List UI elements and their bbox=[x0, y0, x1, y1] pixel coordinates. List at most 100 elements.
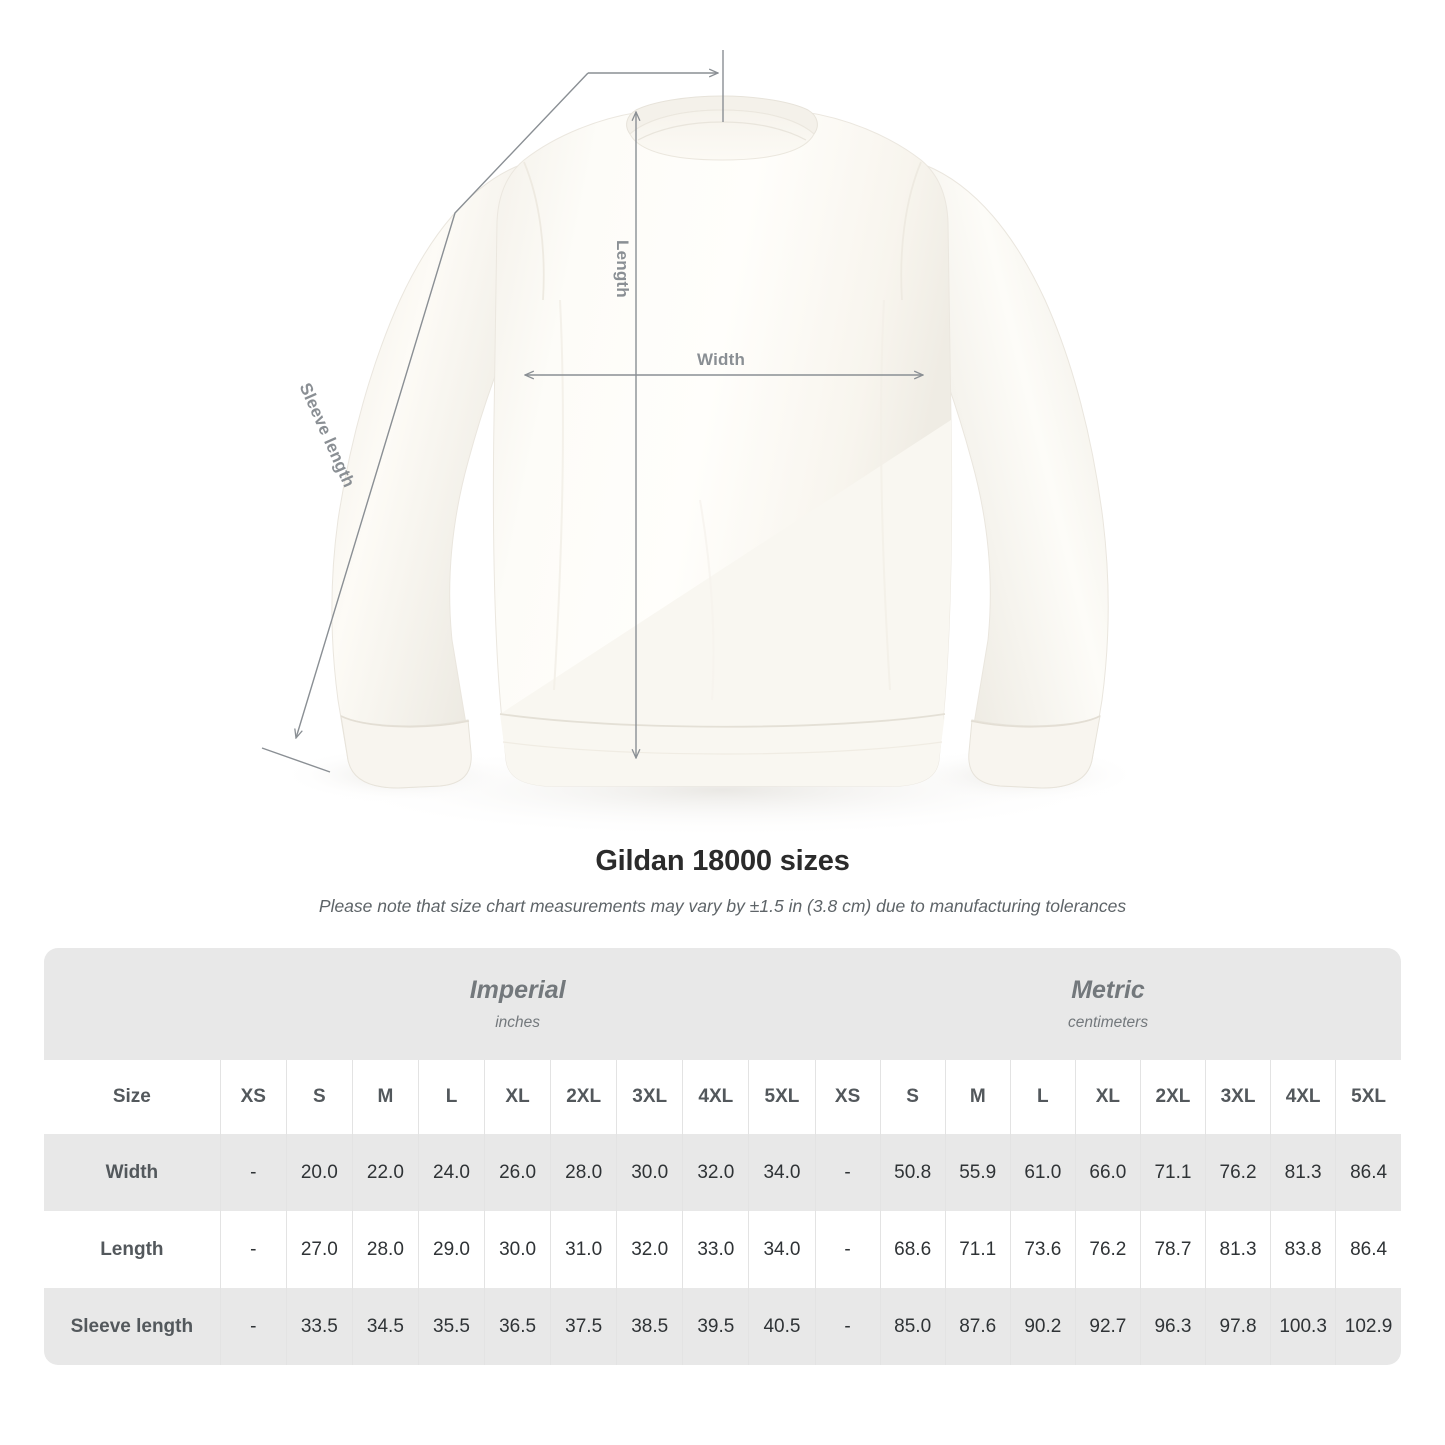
size-col-metric-4xl: 4XL bbox=[1270, 1060, 1337, 1134]
length-imperial-l: 29.0 bbox=[418, 1211, 486, 1288]
row-label-width: Width bbox=[44, 1134, 221, 1211]
metric-system-label: Metric bbox=[1071, 976, 1145, 1005]
length-metric-5xl: 86.4 bbox=[1335, 1211, 1401, 1288]
title-block: Gildan 18000 sizes Please note that size… bbox=[0, 845, 1445, 917]
size-col-metric-5xl: 5XL bbox=[1335, 1060, 1401, 1134]
width-metric-s: 50.8 bbox=[880, 1134, 946, 1211]
length-metric-4xl: 83.8 bbox=[1270, 1211, 1337, 1288]
width-metric-m: 55.9 bbox=[945, 1134, 1011, 1211]
size-col-imperial-m: M bbox=[352, 1060, 419, 1134]
sleeve-imperial-s: 33.5 bbox=[286, 1288, 353, 1365]
sleeve-imperial-3xl: 38.5 bbox=[616, 1288, 684, 1365]
width-metric-xs: - bbox=[815, 1134, 881, 1211]
length-imperial-xs: - bbox=[220, 1211, 287, 1288]
sleeve-imperial-4xl: 39.5 bbox=[682, 1288, 750, 1365]
width-imperial-m: 22.0 bbox=[352, 1134, 419, 1211]
width-imperial-l: 24.0 bbox=[418, 1134, 486, 1211]
length-metric-l: 73.6 bbox=[1010, 1211, 1076, 1288]
sleeve-measure-line bbox=[296, 72, 589, 738]
size-chart-table: Imperial inches Metric centimeters Size … bbox=[44, 948, 1401, 1365]
metric-banner: Metric centimeters bbox=[815, 948, 1401, 1060]
width-imperial-2xl: 28.0 bbox=[550, 1134, 618, 1211]
length-imperial-m: 28.0 bbox=[352, 1211, 419, 1288]
width-metric-xl: 66.0 bbox=[1075, 1134, 1141, 1211]
size-col-imperial-l: L bbox=[418, 1060, 486, 1134]
length-metric-2xl: 78.7 bbox=[1140, 1211, 1207, 1288]
left-cuff-seam bbox=[340, 715, 470, 728]
width-imperial-4xl: 32.0 bbox=[682, 1134, 750, 1211]
unit-banner-row: Imperial inches Metric centimeters bbox=[44, 948, 1401, 1060]
width-imperial-5xl: 34.0 bbox=[748, 1134, 816, 1211]
sleeve-metric-s: 85.0 bbox=[880, 1288, 946, 1365]
sleeve-metric-5xl: 102.9 bbox=[1335, 1288, 1401, 1365]
sleeve-metric-l: 90.2 bbox=[1010, 1288, 1076, 1365]
row-label-length: Length bbox=[44, 1211, 221, 1288]
length-metric-s: 68.6 bbox=[880, 1211, 946, 1288]
length-metric-3xl: 81.3 bbox=[1205, 1211, 1272, 1288]
size-table-body: Imperial inches Metric centimeters Size … bbox=[44, 948, 1401, 1365]
page-title: Gildan 18000 sizes bbox=[595, 845, 850, 877]
garment-illustration: Length Width Sleeve length bbox=[261, 50, 1140, 838]
banner-spacer bbox=[44, 948, 221, 1060]
size-col-metric-xl: XL bbox=[1075, 1060, 1141, 1134]
width-imperial-xl: 26.0 bbox=[484, 1134, 552, 1211]
length-imperial-3xl: 32.0 bbox=[616, 1211, 684, 1288]
table-row: Width - 20.0 22.0 24.0 26.0 28.0 30.0 32… bbox=[44, 1134, 1401, 1211]
size-col-metric-2xl: 2XL bbox=[1140, 1060, 1207, 1134]
size-col-imperial-xl: XL bbox=[484, 1060, 552, 1134]
sleeve-metric-m: 87.6 bbox=[945, 1288, 1011, 1365]
length-imperial-4xl: 33.0 bbox=[682, 1211, 750, 1288]
sleeve-imperial-l: 35.5 bbox=[418, 1288, 486, 1365]
size-col-metric-s: S bbox=[880, 1060, 946, 1134]
size-col-imperial-xs: XS bbox=[220, 1060, 287, 1134]
length-metric-m: 71.1 bbox=[945, 1211, 1011, 1288]
sleeve-imperial-5xl: 40.5 bbox=[748, 1288, 816, 1365]
length-metric-xl: 76.2 bbox=[1075, 1211, 1141, 1288]
fold-center bbox=[699, 499, 715, 701]
width-metric-2xl: 71.1 bbox=[1140, 1134, 1207, 1211]
hem-seam bbox=[499, 713, 946, 728]
left-shoulder-seam bbox=[523, 161, 545, 301]
sleeve-metric-3xl: 97.8 bbox=[1205, 1288, 1272, 1365]
sleeve-imperial-2xl: 37.5 bbox=[550, 1288, 618, 1365]
size-table-container: Imperial inches Metric centimeters Size … bbox=[44, 948, 1401, 1365]
size-col-imperial-s: S bbox=[286, 1060, 353, 1134]
sleeve-imperial-xl: 36.5 bbox=[484, 1288, 552, 1365]
sleeve-metric-xs: - bbox=[815, 1288, 881, 1365]
width-imperial-3xl: 30.0 bbox=[616, 1134, 684, 1211]
sleeve-metric-4xl: 100.3 bbox=[1270, 1288, 1337, 1365]
size-header-row: Size XS S M L XL 2XL 3XL 4XL 5XL XS S M … bbox=[44, 1060, 1401, 1134]
sweatshirt-diagram bbox=[261, 50, 1140, 838]
width-label: Width bbox=[697, 350, 746, 369]
width-metric-5xl: 86.4 bbox=[1335, 1134, 1401, 1211]
right-cuff bbox=[968, 715, 1101, 789]
sleeve-imperial-xs: - bbox=[220, 1288, 287, 1365]
width-metric-l: 61.0 bbox=[1010, 1134, 1076, 1211]
imperial-unit-label: inches bbox=[495, 1013, 541, 1031]
collar-ribbing bbox=[637, 121, 807, 141]
right-shoulder-seam bbox=[900, 161, 922, 301]
length-imperial-5xl: 34.0 bbox=[748, 1211, 816, 1288]
length-imperial-s: 27.0 bbox=[286, 1211, 353, 1288]
size-col-imperial-3xl: 3XL bbox=[616, 1060, 684, 1134]
length-metric-xs: - bbox=[815, 1211, 881, 1288]
width-metric-3xl: 76.2 bbox=[1205, 1134, 1272, 1211]
collar-inner bbox=[629, 109, 815, 161]
length-imperial-2xl: 31.0 bbox=[550, 1211, 618, 1288]
imperial-system-label: Imperial bbox=[469, 976, 566, 1005]
right-cuff-seam bbox=[970, 715, 1101, 728]
size-col-metric-l: L bbox=[1010, 1060, 1076, 1134]
imperial-banner: Imperial inches bbox=[220, 948, 816, 1060]
sleeve-bottom-tick bbox=[261, 747, 331, 773]
length-label: Length bbox=[613, 240, 632, 298]
size-col-imperial-4xl: 4XL bbox=[682, 1060, 750, 1134]
width-metric-4xl: 81.3 bbox=[1270, 1134, 1337, 1211]
size-col-metric-xs: XS bbox=[815, 1060, 881, 1134]
length-imperial-xl: 30.0 bbox=[484, 1211, 552, 1288]
fold-right bbox=[880, 299, 891, 691]
fold-left bbox=[553, 299, 564, 691]
size-col-imperial-2xl: 2XL bbox=[550, 1060, 618, 1134]
table-row: Sleeve length - 33.5 34.5 35.5 36.5 37.5… bbox=[44, 1288, 1401, 1365]
width-imperial-xs: - bbox=[220, 1134, 287, 1211]
